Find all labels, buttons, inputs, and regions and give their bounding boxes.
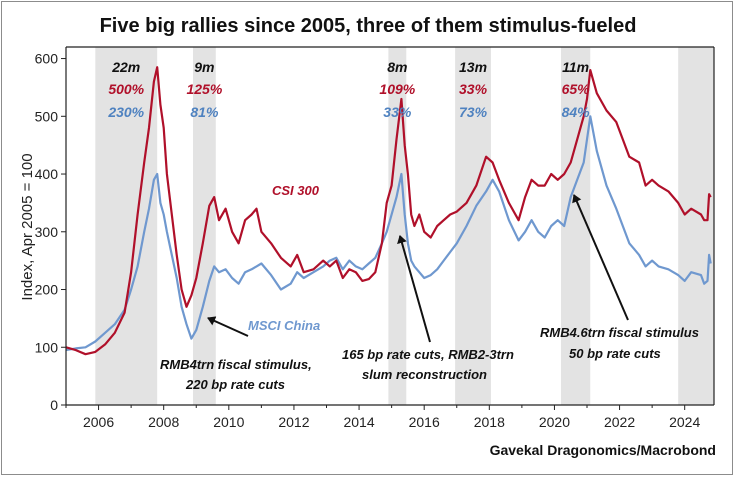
period-1-duration: 22m [111,59,140,75]
stimulus-2015-line2: slum reconstruction [362,367,487,382]
shaded-period-6 [678,47,714,405]
period-5-msci-gain: 84% [562,104,591,120]
y-tick-label-600: 600 [35,51,59,67]
csi-300-series-line [65,66,712,356]
period-1-csi-gain: 500% [108,81,144,97]
source-label: Gavekal Dragonomics/Macrobond [490,442,716,458]
msci-china-series-line [65,115,712,352]
shaded-period-2 [192,47,216,405]
y-tick-label-300: 300 [35,224,59,240]
x-tick-label-2018: 2018 [474,414,505,430]
stimulus-2015-line1: 165 bp rate cuts, RMB2-3trn [342,347,514,362]
y-tick-label-200: 200 [35,282,59,298]
stimulus-2020-line2: 50 bp rate cuts [569,346,661,361]
x-tick-label-2022: 2022 [604,414,635,430]
period-4-msci-gain: 73% [459,104,488,120]
stimulus-2008-line1: RMB4trn fiscal stimulus, [160,357,312,372]
period-3-duration: 8m [387,59,407,75]
stimulus-2020-line1: RMB4.6trn fiscal stimulus [540,325,699,340]
period-4-csi-gain: 33% [459,81,488,97]
y-axis-label: Index, Apr 2005 = 100 [19,153,36,300]
y-tick-label-500: 500 [35,108,59,124]
period-3-msci-gain: 33% [383,104,412,120]
x-tick-label-2016: 2016 [409,414,440,430]
period-labels: 22m 500% 230% 9m 125% 81% 8m 109% 33% 13m 33% 73% 11… [107,59,590,120]
stimulus-2008-arrow [207,316,249,337]
y-tick-label-100: 100 [35,339,59,355]
period-5-duration: 11m [562,59,589,75]
x-tick-label-2020: 2020 [539,414,570,430]
stimulus-2015-arrow [397,235,431,343]
period-1-msci-gain: 230% [107,104,144,120]
x-tick-label-2010: 2010 [213,414,244,430]
series-layer [65,66,712,356]
period-4-duration: 13m [459,59,487,75]
stimulus-2020-arrow [572,194,629,321]
chart-title: Five big rallies since 2005, three of th… [100,15,637,37]
stimulus-2008-line2: 220 bp rate cuts [185,377,285,392]
x-tick-label-2024: 2024 [669,414,700,430]
shaded-period-1 [95,47,158,405]
x-tick-label-2006: 2006 [83,414,114,430]
period-5-csi-gain: 65% [562,81,591,97]
csi-series-label: CSI 300 [272,183,320,198]
period-2-csi-gain: 125% [186,81,222,97]
period-2-duration: 9m [194,59,214,75]
x-tick-label-2008: 2008 [148,414,179,430]
x-ticks: 2006 2008 2010 2012 2014 2016 2018 2020 2022 2024 [65,405,700,430]
y-tick-label-400: 400 [35,166,59,182]
shaded-period-3 [388,47,407,405]
x-tick-label-2012: 2012 [278,414,309,430]
y-tick-label-0: 0 [50,397,58,413]
msci-series-label: MSCI China [248,318,320,333]
shaded-period-4 [455,47,491,405]
y-ticks: 0 100 200 300 400 500 600 [35,51,66,413]
shaded-periods [95,47,714,405]
x-tick-label-2014: 2014 [343,414,374,430]
period-3-csi-gain: 109% [379,81,415,97]
period-2-msci-gain: 81% [190,104,219,120]
